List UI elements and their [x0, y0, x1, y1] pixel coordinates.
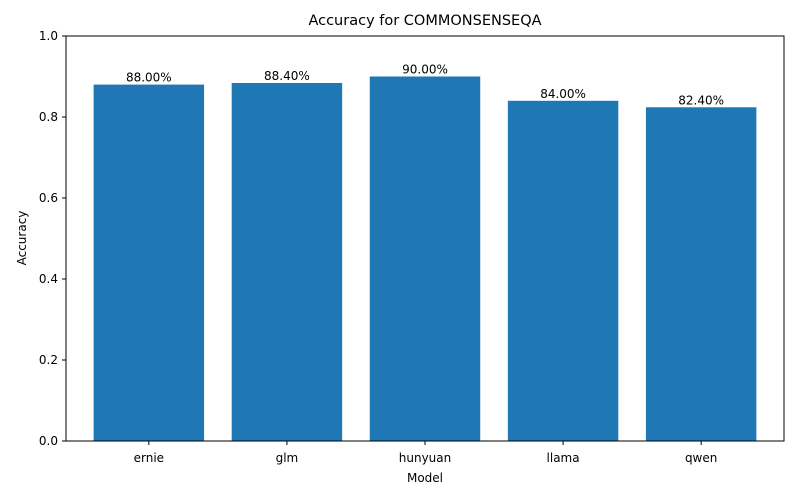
x-axis: ernie glm hunyuan llama qwen — [134, 441, 717, 465]
y-tick-label-0.2: 0.2 — [39, 353, 58, 367]
bar-hunyuan — [369, 76, 481, 441]
bar-llama — [507, 100, 619, 442]
data-label-ernie: 88.00% — [126, 71, 172, 85]
data-labels-layer: 88.00% 88.40% 90.00% 84.00% 82.40% — [126, 63, 724, 108]
data-label-llama: 84.00% — [540, 87, 586, 101]
x-tick-label-qwen: qwen — [685, 451, 717, 465]
bar-glm — [231, 82, 343, 441]
y-tick-label-1.0: 1.0 — [39, 29, 58, 43]
x-tick-label-hunyuan: hunyuan — [399, 451, 451, 465]
y-tick-label-0.6: 0.6 — [39, 191, 58, 205]
y-axis-label: Accuracy — [15, 211, 29, 266]
x-axis-label: Model — [407, 471, 443, 485]
y-axis: 0.0 0.2 0.4 0.6 0.8 1.0 — [39, 29, 66, 448]
y-tick-label-0.0: 0.0 — [39, 434, 58, 448]
x-tick-label-llama: llama — [547, 451, 580, 465]
data-label-hunyuan: 90.00% — [402, 63, 448, 77]
bar-ernie — [93, 84, 205, 441]
chart-title: Accuracy for COMMONSENSEQA — [308, 13, 541, 29]
y-tick-label-0.4: 0.4 — [39, 272, 58, 286]
x-tick-label-ernie: ernie — [134, 451, 164, 465]
data-label-qwen: 82.40% — [678, 93, 724, 107]
bars-layer — [93, 76, 757, 442]
data-label-glm: 88.40% — [264, 69, 310, 83]
y-tick-label-0.8: 0.8 — [39, 110, 58, 124]
x-tick-label-glm: glm — [276, 451, 299, 465]
bar-qwen — [645, 107, 757, 441]
